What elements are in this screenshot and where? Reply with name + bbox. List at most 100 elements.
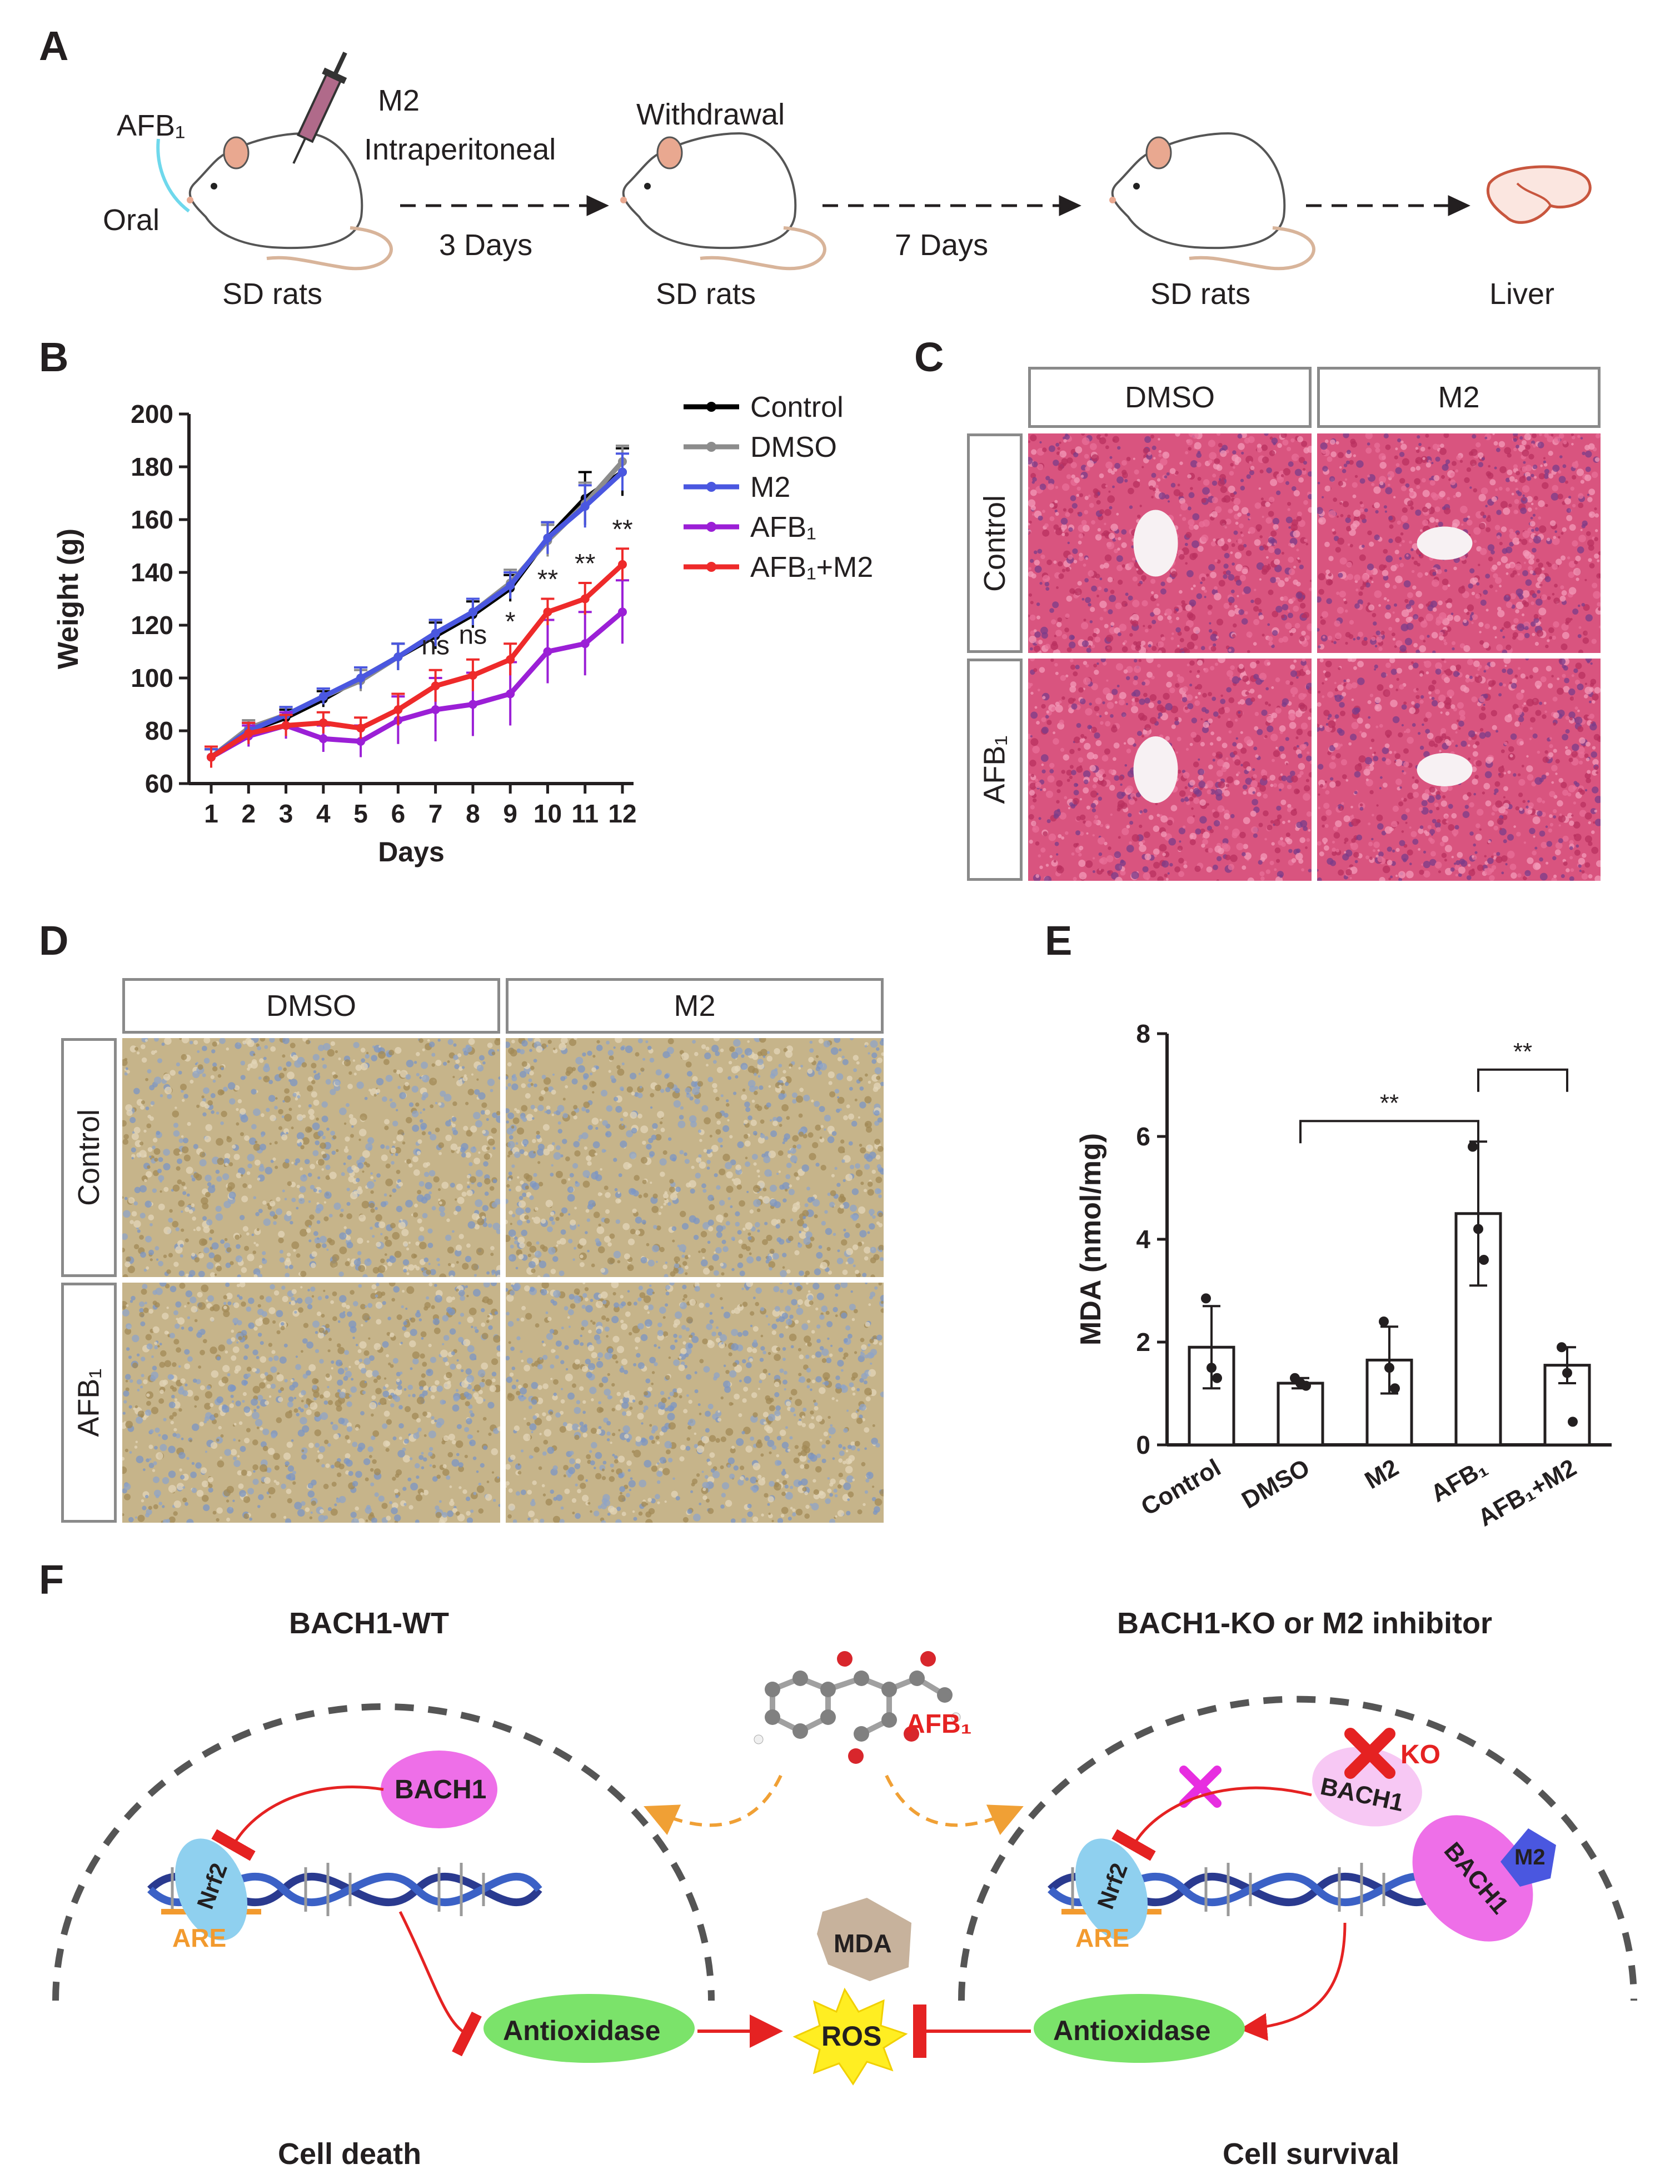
x-tick-label: 7 [428, 799, 443, 828]
x-tick-label: 6 [391, 799, 406, 828]
afb1-molecule-icon [754, 1651, 961, 1764]
panel-f: BACH1-WT BACH1-KO or M2 inhibitor AFB₁ B… [0, 1567, 1680, 2184]
data-point [1207, 1363, 1217, 1373]
row-header-control: Control [61, 1038, 117, 1277]
x-tick-label: 3 [279, 799, 293, 828]
y-tick-label: 0 [1136, 1430, 1150, 1459]
tissue-texture [1028, 433, 1312, 653]
data-point [618, 560, 627, 569]
tissue-texture [506, 1038, 884, 1277]
legend-label: AFB₁+M2 [750, 551, 873, 584]
rat-icon [1109, 132, 1315, 271]
panel-label-e: E [1045, 918, 1073, 964]
x-tick-label: DMSO [1237, 1454, 1314, 1514]
he-image-afb1-dmso [1028, 659, 1312, 881]
y-tick-label: 100 [131, 664, 173, 692]
liver-icon [1486, 165, 1592, 224]
left-title: BACH1-WT [289, 1607, 449, 1640]
significance-label: ** [575, 549, 595, 579]
y-tick-label: 120 [131, 611, 173, 640]
row-header-text: Control [978, 495, 1012, 592]
data-point [1562, 1368, 1572, 1378]
bar [1188, 1345, 1235, 1447]
data-point [1557, 1342, 1567, 1353]
legend-marker [706, 562, 716, 572]
x-axis-label: Days [378, 836, 445, 867]
tissue-texture [1317, 433, 1601, 653]
significance-label: ** [537, 565, 558, 595]
x-tick-label: 10 [534, 799, 562, 828]
vessel-lumen [1133, 736, 1178, 803]
ihc-image-control-dmso [122, 1038, 500, 1277]
data-point [506, 689, 515, 699]
data-point [207, 752, 216, 762]
y-tick-label: 140 [131, 558, 173, 587]
x-tick-label: 9 [503, 799, 517, 828]
vessel-lumen [1417, 753, 1473, 786]
data-point [1468, 1141, 1478, 1152]
bar [1277, 1382, 1324, 1447]
x-tick-label: AFB₁ [1426, 1454, 1492, 1508]
significance-label: ** [612, 515, 632, 544]
antioxidase-label: Antioxidase [503, 2015, 661, 2046]
ihc-image-control-m2 [506, 1038, 884, 1277]
data-point [580, 502, 590, 511]
data-point [356, 737, 366, 746]
panel-d: DMSO M2 Control AFB₁ [61, 978, 895, 1534]
data-point [356, 674, 366, 682]
blocked-cross-icon [1179, 1766, 1222, 1808]
data-point [468, 700, 477, 709]
y-tick-label: 200 [131, 400, 173, 428]
series-line [210, 610, 624, 760]
bach1-shape [1412, 1815, 1533, 1942]
row-header-text: AFB₁ [978, 735, 1011, 804]
data-point [431, 705, 440, 714]
days3-label: 3 Days [439, 228, 533, 262]
he-image-afb1-m2 [1317, 659, 1601, 881]
he-image-control-dmso [1028, 433, 1312, 653]
series-AFB₁+M2 [205, 547, 629, 768]
cell-survival-label: Cell survival [1223, 2137, 1400, 2171]
y-tick-label: 2 [1136, 1328, 1150, 1357]
significance-label: ** [1513, 1038, 1532, 1065]
legend-label: DMSO [750, 431, 837, 463]
col-header-dmso: DMSO [122, 978, 500, 1034]
data-point [618, 607, 627, 617]
data-point [543, 607, 552, 617]
m2-inhibitor-label: M2 [1514, 1845, 1546, 1869]
data-point [1201, 1293, 1211, 1304]
series-line [210, 562, 625, 760]
cell-death-label: Cell death [278, 2137, 422, 2171]
legend-marker [706, 482, 716, 492]
tissue-texture [1028, 659, 1312, 881]
row-header-afb1: AFB₁ [61, 1283, 117, 1523]
data-point [281, 721, 291, 730]
data-point [318, 734, 328, 744]
series-M2 [205, 452, 629, 765]
tissue-texture [122, 1038, 500, 1277]
data-point [468, 671, 477, 680]
ko-label: KO [1400, 1740, 1440, 1769]
afb1-label: AFB₁ [117, 109, 186, 142]
significance-label: ** [1380, 1089, 1399, 1116]
data-point [1479, 1255, 1489, 1265]
right-title: BACH1-KO or M2 inhibitor [1117, 1607, 1492, 1640]
y-tick-label: 80 [145, 716, 173, 745]
rat-icon [620, 132, 826, 271]
panel-e-chart: 0 2 4 6 8 MDA (nmol/mg) Control DMSO M2 AFB₁AFB₁+… [1075, 1019, 1612, 1532]
x-tick-label: 8 [466, 799, 480, 828]
mda-shape [817, 1898, 911, 1981]
data-point [543, 533, 552, 543]
x-tick-label: 11 [571, 799, 599, 828]
y-axis-label: MDA (nmol/mg) [1075, 1133, 1107, 1345]
oral-label: Oral [103, 203, 160, 237]
bach1-label: BACH1 [395, 1775, 487, 1804]
data-point [431, 681, 440, 691]
liver-label: Liver [1489, 277, 1555, 311]
syringe-icon [292, 51, 347, 164]
gavage-tube-icon [156, 138, 190, 213]
tissue-texture [122, 1283, 500, 1523]
panel-label-f: F [39, 1557, 64, 1603]
ihc-image-afb1-dmso [122, 1283, 500, 1523]
tissue-texture [506, 1283, 884, 1523]
